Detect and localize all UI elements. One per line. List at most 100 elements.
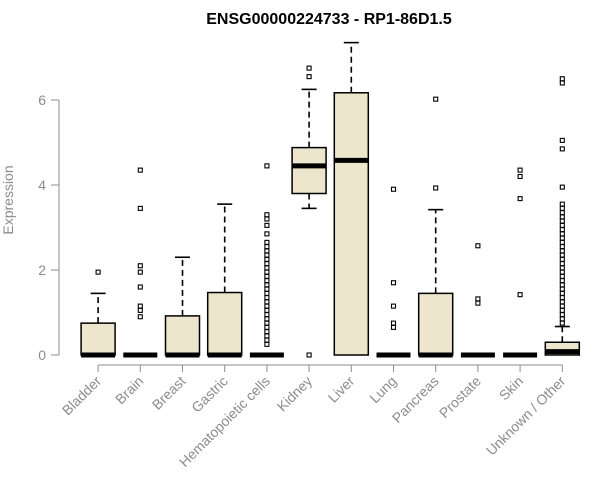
outlier-point bbox=[137, 303, 143, 309]
outlier-point bbox=[306, 352, 312, 358]
x-tick-label: Bladder bbox=[59, 373, 105, 419]
outlier-point bbox=[264, 337, 270, 343]
outlier-point bbox=[559, 227, 565, 233]
outlier-point bbox=[264, 320, 270, 326]
box-group bbox=[333, 41, 370, 356]
y-axis-label: Expression bbox=[0, 165, 16, 234]
outlier-point bbox=[390, 303, 397, 309]
y-tick-label: 4 bbox=[38, 177, 46, 193]
outlier-point bbox=[264, 312, 270, 318]
outlier-point bbox=[559, 282, 565, 288]
outlier-point bbox=[559, 222, 565, 228]
outlier-point bbox=[137, 269, 143, 275]
x-tick-label: Lung bbox=[366, 373, 399, 406]
box-body bbox=[164, 315, 201, 356]
outlier-point bbox=[137, 205, 143, 211]
x-tick-label: Breast bbox=[149, 373, 189, 413]
outlier-point bbox=[264, 329, 270, 335]
outlier-point bbox=[475, 300, 481, 306]
outlier-point bbox=[264, 212, 270, 218]
x-tick-label: Unknown / Other bbox=[483, 373, 569, 459]
outlier-point bbox=[433, 96, 439, 102]
plot-area bbox=[80, 41, 581, 358]
outlier-point bbox=[559, 210, 565, 216]
outlier-point bbox=[264, 324, 270, 330]
outlier-point bbox=[559, 239, 565, 245]
x-tick-label: Prostate bbox=[436, 373, 484, 421]
x-tick-label: Pancreas bbox=[389, 373, 442, 426]
outlier-point bbox=[559, 278, 565, 284]
outlier-point bbox=[559, 261, 565, 267]
outlier-point bbox=[517, 167, 523, 173]
outlier-point bbox=[264, 265, 270, 271]
box-group bbox=[291, 65, 327, 358]
x-tick-label: Kidney bbox=[274, 373, 316, 415]
box-group bbox=[503, 167, 538, 358]
outlier-point bbox=[264, 307, 270, 313]
outlier-point bbox=[264, 216, 270, 222]
outlier-point bbox=[264, 295, 270, 301]
outlier-point bbox=[264, 278, 270, 284]
outlier-point bbox=[264, 290, 270, 296]
outlier-point bbox=[559, 252, 565, 258]
box-body bbox=[80, 322, 116, 356]
outlier-point bbox=[95, 269, 101, 275]
outlier-point bbox=[559, 248, 565, 254]
y-axis: 0 2 4 6 bbox=[38, 92, 60, 363]
chart-title: ENSG00000224733 - RP1-86D1.5 bbox=[206, 11, 452, 28]
outlier-point bbox=[559, 286, 565, 292]
box-body bbox=[206, 291, 243, 356]
outlier-point bbox=[264, 269, 270, 275]
outlier-point bbox=[559, 184, 565, 190]
box-group bbox=[544, 76, 581, 356]
outlier-point bbox=[559, 231, 565, 237]
outlier-point bbox=[264, 222, 270, 228]
outlier-point bbox=[559, 307, 565, 313]
y-tick-label: 6 bbox=[38, 92, 46, 108]
outlier-point bbox=[137, 167, 143, 173]
outlier-point bbox=[559, 320, 565, 326]
outlier-point bbox=[559, 256, 565, 262]
outlier-point bbox=[264, 248, 270, 254]
y-tick-label: 2 bbox=[38, 262, 46, 278]
x-tick-label: Skin bbox=[496, 373, 527, 404]
box-group bbox=[460, 243, 495, 358]
box-body bbox=[291, 146, 327, 195]
outlier-point bbox=[390, 324, 397, 330]
y-tick-label: 0 bbox=[38, 347, 46, 363]
box-group bbox=[206, 203, 243, 358]
outlier-point bbox=[559, 290, 565, 296]
box-group bbox=[249, 163, 284, 358]
outlier-point bbox=[559, 201, 565, 207]
outlier-point bbox=[559, 244, 565, 250]
outlier-point bbox=[137, 314, 143, 320]
outlier-point bbox=[559, 137, 565, 143]
outlier-point bbox=[264, 163, 270, 169]
box-body bbox=[417, 292, 454, 356]
outlier-point bbox=[390, 186, 397, 192]
outlier-point bbox=[306, 74, 312, 80]
outlier-point bbox=[264, 256, 270, 262]
outlier-point bbox=[264, 299, 270, 305]
outlier-point bbox=[559, 76, 565, 82]
outlier-point bbox=[264, 239, 270, 245]
outlier-point bbox=[517, 292, 523, 298]
outlier-point bbox=[559, 265, 565, 271]
outlier-point bbox=[559, 312, 565, 318]
outlier-point bbox=[517, 196, 523, 202]
outlier-point bbox=[559, 295, 565, 301]
outlier-point bbox=[559, 205, 565, 211]
outlier-point bbox=[306, 65, 312, 71]
box-group bbox=[123, 167, 158, 358]
outlier-point bbox=[475, 296, 481, 302]
x-tick-label: Brain bbox=[112, 373, 146, 407]
outlier-point bbox=[559, 146, 565, 152]
box-group bbox=[80, 269, 116, 358]
outlier-point bbox=[475, 243, 481, 249]
outlier-point bbox=[390, 280, 397, 286]
outlier-point bbox=[559, 273, 565, 279]
outlier-point bbox=[264, 286, 270, 292]
outlier-point bbox=[559, 269, 565, 275]
